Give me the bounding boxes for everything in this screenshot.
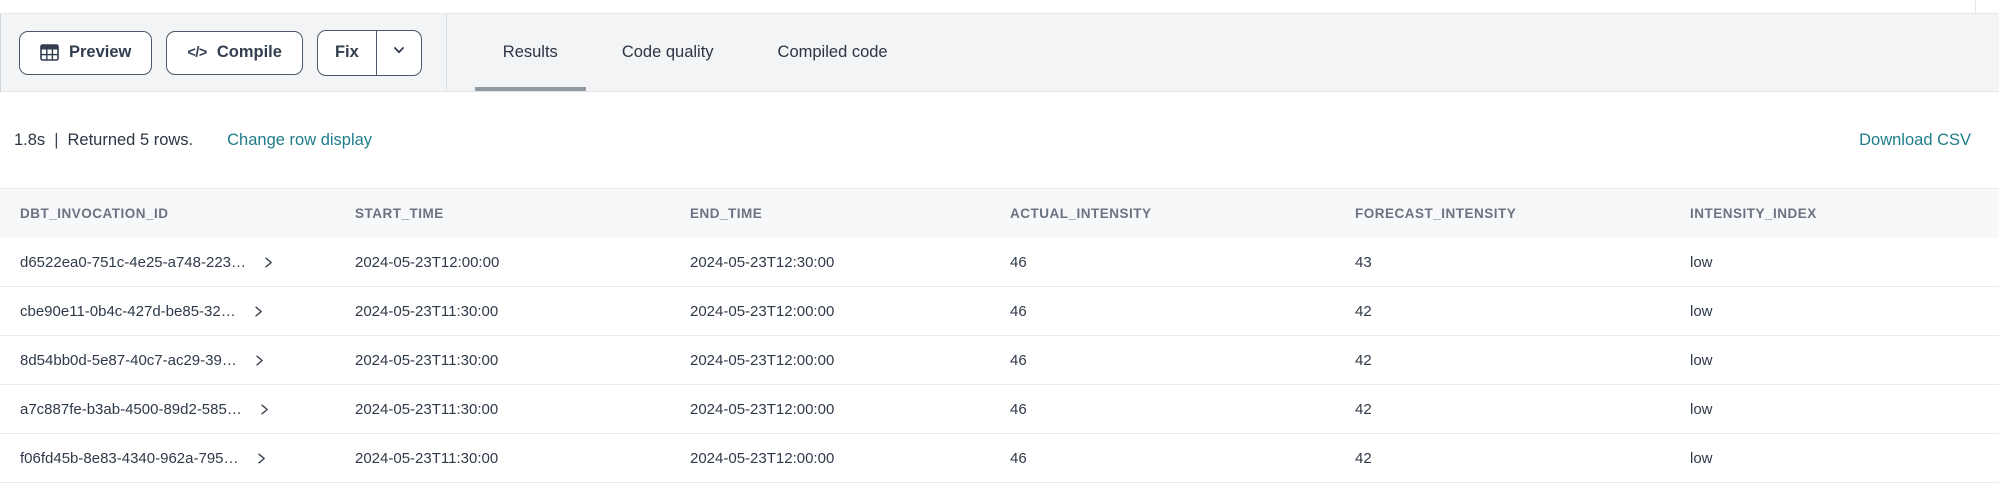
fix-menu-button[interactable] (375, 30, 421, 75)
preview-button[interactable]: Preview (19, 30, 153, 75)
tab-compiled-code-label: Compiled code (777, 43, 888, 61)
forecast-intensity-value: 43 (1355, 253, 1372, 271)
invocation-id-value: f06fd45b-8e83-4340-962a-795… (20, 449, 239, 467)
forecast-intensity-value: 42 (1355, 302, 1372, 320)
column-header-forecast-intensity: FORECAST_INTENSITY (1355, 206, 1517, 221)
end-time-value: 2024-05-23T12:00:00 (690, 351, 835, 369)
end-time-value: 2024-05-23T12:30:00 (690, 253, 835, 271)
forecast-intensity-value: 42 (1355, 449, 1372, 467)
table-row: f06fd45b-8e83-4340-962a-795… 2024-05-23T… (0, 434, 1999, 483)
column-header-intensity-index: INTENSITY_INDEX (1690, 206, 1817, 221)
start-time-value: 2024-05-23T11:30:00 (355, 351, 499, 369)
expand-cell-chevron-icon[interactable] (255, 452, 268, 465)
tab-code-quality[interactable]: Code quality (594, 14, 742, 91)
actual-intensity-value: 46 (1010, 253, 1027, 271)
intensity-index-value: low (1690, 351, 1713, 369)
toolbar: Preview </> Compile Fix (0, 14, 1999, 92)
start-time-value: 2024-05-23T11:30:00 (355, 302, 499, 320)
status-separator: | (54, 130, 59, 149)
tab-code-quality-label: Code quality (621, 43, 714, 61)
start-time-value: 2024-05-23T11:30:00 (355, 400, 499, 418)
fix-split-button: Fix (316, 29, 422, 76)
query-duration: 1.8s (14, 130, 46, 149)
table-row: d6522ea0-751c-4e25-a748-223… 2024-05-23T… (0, 238, 1999, 287)
start-time-value: 2024-05-23T12:00:00 (355, 253, 500, 271)
toolbar-actions: Preview </> Compile Fix (1, 14, 447, 91)
intensity-index-value: low (1690, 449, 1713, 467)
compile-button[interactable]: </> Compile (166, 30, 303, 75)
expand-cell-chevron-icon[interactable] (253, 354, 266, 367)
forecast-intensity-value: 42 (1355, 400, 1372, 418)
results-tabs: Results Code quality Compiled code (447, 14, 924, 91)
editor-pane-divider (1975, 0, 1976, 13)
column-header-dbt-invocation-id: DBT_INVOCATION_ID (20, 206, 169, 221)
end-time-value: 2024-05-23T12:00:00 (690, 400, 835, 418)
fix-button[interactable]: Fix (318, 31, 376, 75)
download-csv-link[interactable]: Download CSV (1859, 130, 1971, 149)
query-status: 1.8s | Returned 5 rows. Change row displ… (14, 131, 372, 150)
start-time-value: 2024-05-23T11:30:00 (355, 449, 499, 467)
tab-compiled-code[interactable]: Compiled code (750, 14, 916, 91)
editor-bottom-strip (0, 0, 1999, 14)
status-bar: 1.8s | Returned 5 rows. Change row displ… (0, 92, 1999, 188)
invocation-id-value: cbe90e11-0b4c-427d-be85-32… (20, 302, 236, 320)
end-time-value: 2024-05-23T12:00:00 (690, 449, 835, 467)
invocation-id-value: a7c887fe-b3ab-4500-89d2-585… (20, 400, 242, 418)
forecast-intensity-value: 42 (1355, 351, 1372, 369)
row-count-message: Returned 5 rows. (67, 130, 194, 149)
code-icon: </> (187, 44, 207, 61)
column-header-end-time: END_TIME (690, 206, 763, 221)
results-table: DBT_INVOCATION_ID START_TIME END_TIME AC… (0, 188, 1999, 483)
table-row: a7c887fe-b3ab-4500-89d2-585… 2024-05-23T… (0, 385, 1999, 434)
end-time-value: 2024-05-23T12:00:00 (690, 302, 835, 320)
table-header-row: DBT_INVOCATION_ID START_TIME END_TIME AC… (0, 188, 1999, 238)
tab-results-label: Results (502, 43, 558, 61)
actual-intensity-value: 46 (1010, 351, 1027, 369)
intensity-index-value: low (1690, 253, 1713, 271)
actual-intensity-value: 46 (1010, 302, 1027, 320)
fix-button-label: Fix (334, 43, 359, 61)
expand-cell-chevron-icon[interactable] (258, 403, 271, 416)
column-header-actual-intensity: ACTUAL_INTENSITY (1010, 206, 1152, 221)
expand-cell-chevron-icon[interactable] (252, 305, 265, 318)
column-header-start-time: START_TIME (355, 206, 444, 221)
table-row: 8d54bb0d-5e87-40c7-ac29-39… 2024-05-23T1… (0, 336, 1999, 385)
intensity-index-value: low (1690, 302, 1713, 320)
actual-intensity-value: 46 (1010, 449, 1027, 467)
intensity-index-value: low (1690, 400, 1713, 418)
invocation-id-value: d6522ea0-751c-4e25-a748-223… (20, 253, 247, 271)
table-grid-icon (40, 43, 59, 62)
chevron-down-icon (391, 42, 407, 63)
compile-button-label: Compile (216, 43, 282, 61)
change-row-display-link[interactable]: Change row display (227, 130, 373, 149)
tab-results[interactable]: Results (474, 14, 586, 91)
preview-button-label: Preview (69, 43, 132, 61)
actual-intensity-value: 46 (1010, 400, 1027, 418)
expand-cell-chevron-icon[interactable] (262, 256, 275, 269)
invocation-id-value: 8d54bb0d-5e87-40c7-ac29-39… (20, 351, 237, 369)
table-row: cbe90e11-0b4c-427d-be85-32… 2024-05-23T1… (0, 287, 1999, 336)
